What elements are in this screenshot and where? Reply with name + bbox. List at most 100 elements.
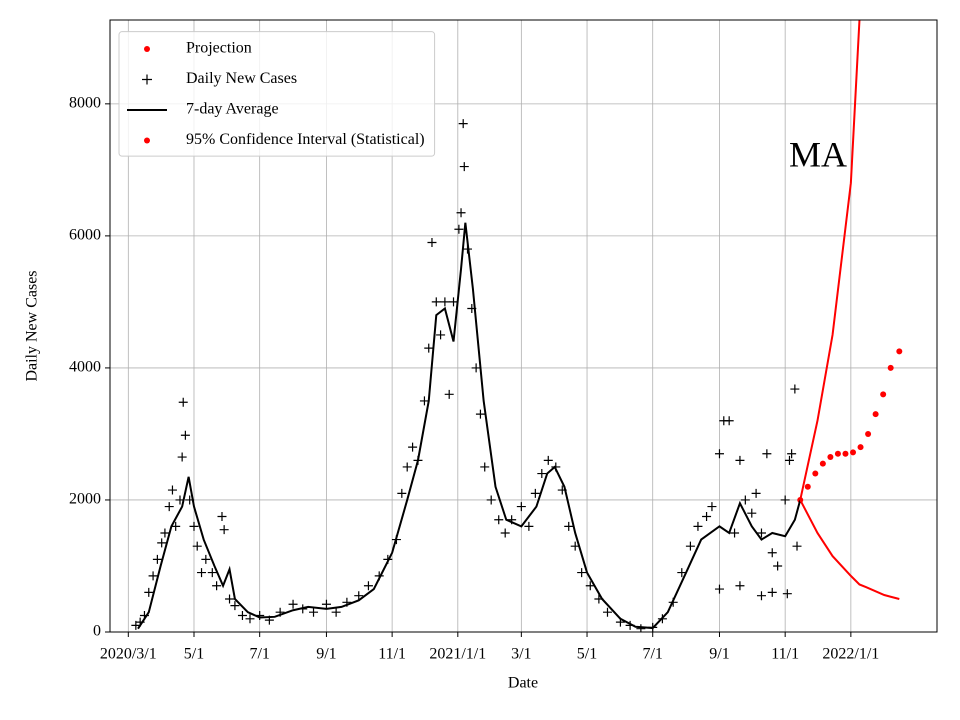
plus-marker (459, 162, 469, 172)
plot-frame (109, 19, 938, 633)
plus-marker (782, 589, 792, 599)
legend-swatch (142, 74, 152, 85)
x-tick-label: 5/1 (184, 646, 204, 663)
plus-marker (148, 571, 158, 581)
plus-marker (201, 554, 211, 564)
plus-marker (321, 599, 331, 609)
plus-marker (767, 548, 777, 558)
x-tick-label: 2022/1/1 (822, 646, 879, 663)
plus-marker (354, 591, 364, 601)
plus-marker (207, 568, 217, 578)
plus-marker (431, 297, 441, 307)
plus-marker (180, 430, 190, 440)
dot-marker (842, 450, 849, 457)
plus-marker (402, 462, 412, 472)
plus-marker (756, 528, 766, 538)
plus-marker (530, 488, 540, 498)
plus-marker (480, 462, 490, 472)
legend-label: 95% Confidence Interval (Statistical) (186, 131, 425, 148)
plus-marker (475, 409, 485, 419)
dot-marker (865, 430, 872, 437)
dot-marker (857, 444, 864, 451)
plus-marker (288, 599, 298, 609)
legend-label: 7-day Average (186, 101, 279, 118)
plus-marker (178, 397, 188, 407)
plus-marker (735, 581, 745, 591)
plus-marker (585, 581, 595, 591)
plus-marker (237, 610, 247, 620)
x-tick-label: 9/1 (709, 646, 729, 663)
plus-marker (309, 607, 319, 617)
plus-marker (500, 528, 510, 538)
plus-marker (751, 488, 761, 498)
plus-marker (707, 502, 717, 512)
x-tick-label: 2020/3/1 (100, 646, 157, 663)
plus-marker (537, 469, 547, 479)
plus-marker (164, 502, 174, 512)
line (137, 222, 802, 630)
plus-marker (784, 455, 794, 465)
line (799, 499, 900, 600)
plus-marker (397, 488, 407, 498)
plus-marker (167, 485, 177, 495)
y-axis-label: Daily New Cases (24, 270, 41, 381)
plus-marker (602, 607, 612, 617)
plus-marker (486, 495, 496, 505)
plus-marker (408, 442, 418, 452)
x-axis-label: Date (508, 675, 538, 692)
plus-marker (714, 449, 724, 459)
x-tick-label: 3/1 (511, 646, 531, 663)
plus-marker (685, 541, 695, 551)
plus-marker (714, 584, 724, 594)
plus-marker (564, 521, 574, 531)
legend-swatch (144, 46, 150, 52)
plus-marker (197, 568, 207, 578)
plus-marker (702, 511, 712, 521)
y-tick-label: 0 (93, 623, 101, 640)
plus-marker (724, 416, 734, 426)
annotation: MA (789, 134, 847, 174)
plus-marker (230, 601, 240, 611)
plus-marker (756, 591, 766, 601)
plus-marker (792, 541, 802, 551)
dot-marker (819, 460, 826, 467)
y-tick-label: 6000 (69, 227, 101, 244)
plus-marker (494, 515, 504, 525)
plus-marker (693, 521, 703, 531)
plus-marker (444, 389, 454, 399)
plus-marker (436, 330, 446, 340)
plus-marker (157, 538, 167, 548)
plus-marker (577, 568, 587, 578)
plus-marker (773, 561, 783, 571)
plus-marker (177, 452, 187, 462)
plus-marker (543, 455, 553, 465)
y-tick-label: 8000 (69, 95, 101, 112)
plus-marker (454, 224, 464, 234)
plus-marker (740, 495, 750, 505)
plus-marker (331, 607, 341, 617)
dot-marker (872, 411, 879, 418)
plus-marker (458, 119, 468, 129)
x-tick-label: 9/1 (316, 646, 336, 663)
plus-marker (440, 297, 450, 307)
plus-marker (524, 521, 534, 531)
plus-marker (780, 495, 790, 505)
dot-marker (880, 391, 887, 398)
plus-marker (219, 525, 229, 535)
plus-marker (677, 568, 687, 578)
plus-marker (471, 363, 481, 373)
plus-marker (152, 554, 162, 564)
plus-marker (730, 528, 740, 538)
plus-marker (419, 396, 429, 406)
plus-marker (516, 502, 526, 512)
plus-marker (424, 343, 434, 353)
plus-marker (735, 455, 745, 465)
plus-marker (225, 594, 235, 604)
x-tick-label: 7/1 (642, 646, 662, 663)
plus-marker (449, 297, 459, 307)
plus-marker (762, 449, 772, 459)
plus-marker (427, 237, 437, 247)
plus-marker (790, 384, 800, 394)
plus-marker (212, 581, 222, 591)
dot-marker (850, 449, 857, 456)
